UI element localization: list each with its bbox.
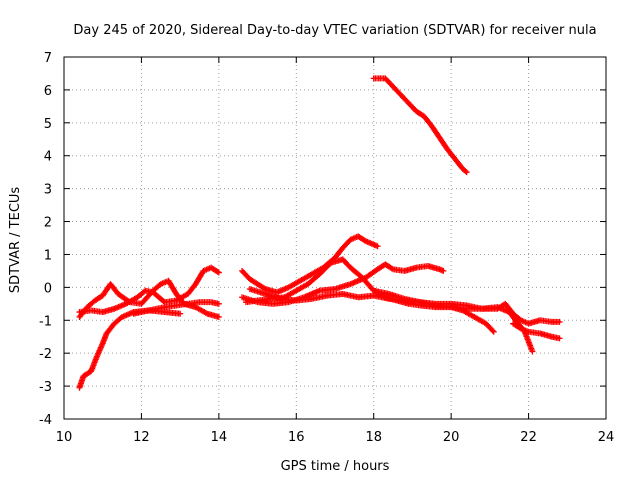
data-point [215,269,222,276]
data-point [529,348,536,355]
data-point [463,169,470,176]
y-tick-labels: -4 -3 -2 -1 0 1 2 3 4 5 6 7 [39,51,52,428]
y-tick-label: 7 [44,51,52,66]
series-track-j [510,320,563,342]
series-track-e [239,233,381,296]
x-tick-label: 22 [520,430,537,445]
x-tick-label: 24 [598,430,615,445]
y-tick-label: 0 [44,281,52,296]
series-track-k [370,75,470,176]
x-tick-labels: 10 12 14 16 18 20 22 24 [56,430,615,445]
series-track-i [370,287,563,327]
x-axis-label: GPS time / hours [281,459,390,474]
x-tick-label: 10 [56,430,73,445]
y-tick-label: -4 [39,413,52,428]
data-point [440,267,447,274]
data-point [177,310,184,317]
y-tick-label: -3 [39,380,52,395]
x-tick-label: 20 [443,430,460,445]
data-point [215,313,222,320]
series-track-d [130,299,222,317]
y-tick-label: 1 [44,248,52,263]
data-point [556,318,563,325]
x-tick-label: 14 [211,430,228,445]
x-tick-label: 12 [133,430,150,445]
grid [64,57,606,419]
chart-title: Day 245 of 2020, Sidereal Day-to-day VTE… [73,23,596,38]
y-axis-label: SDTVAR / TECUs [8,187,23,294]
y-tick-label: 6 [44,84,52,99]
y-tick-label: 3 [44,183,52,198]
series-track-c [76,264,222,316]
data-point [374,243,381,250]
data-point [462,168,469,175]
x-tick-label: 16 [288,430,305,445]
data-series [76,75,563,391]
data-point [215,300,222,307]
y-tick-label: -2 [39,347,52,362]
axis-ticks [63,56,607,420]
y-tick-label: -1 [39,314,52,329]
data-point [261,285,268,292]
data-point [556,335,563,342]
plot-frame [63,56,607,420]
data-point [489,327,496,334]
y-tick-label: 5 [44,117,52,132]
data-point [388,265,395,272]
data-point [214,268,221,275]
y-tick-label: 2 [44,216,52,231]
y-tick-label: 4 [44,150,52,165]
data-point [490,328,497,335]
x-tick-label: 18 [365,430,382,445]
series-track-g [239,261,447,307]
